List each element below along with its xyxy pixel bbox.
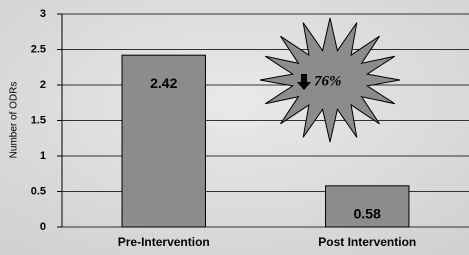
y-tick-label: 0.5 xyxy=(31,185,46,197)
annotation: 76% xyxy=(314,73,342,89)
y-tick-label: 3 xyxy=(40,8,46,20)
y-axis-title: Number of ODRs xyxy=(9,82,20,159)
y-tick-label: 2.5 xyxy=(31,43,46,55)
y-tick-label: 1.5 xyxy=(31,114,46,126)
x-tick-label: Pre-Intervention xyxy=(118,235,210,249)
y-tick-label: 1 xyxy=(40,150,46,162)
x-tick-label: Post Intervention xyxy=(318,235,416,249)
data-label: 2.42 xyxy=(150,75,177,91)
data-label: 0.58 xyxy=(354,206,381,222)
chart: Number of ODRs 0 0.5 1 1.5 2 2.5 3 Pre-Interven… xyxy=(0,0,469,255)
y-tick-label: 2 xyxy=(40,79,46,91)
y-tick-label: 0 xyxy=(40,221,46,233)
